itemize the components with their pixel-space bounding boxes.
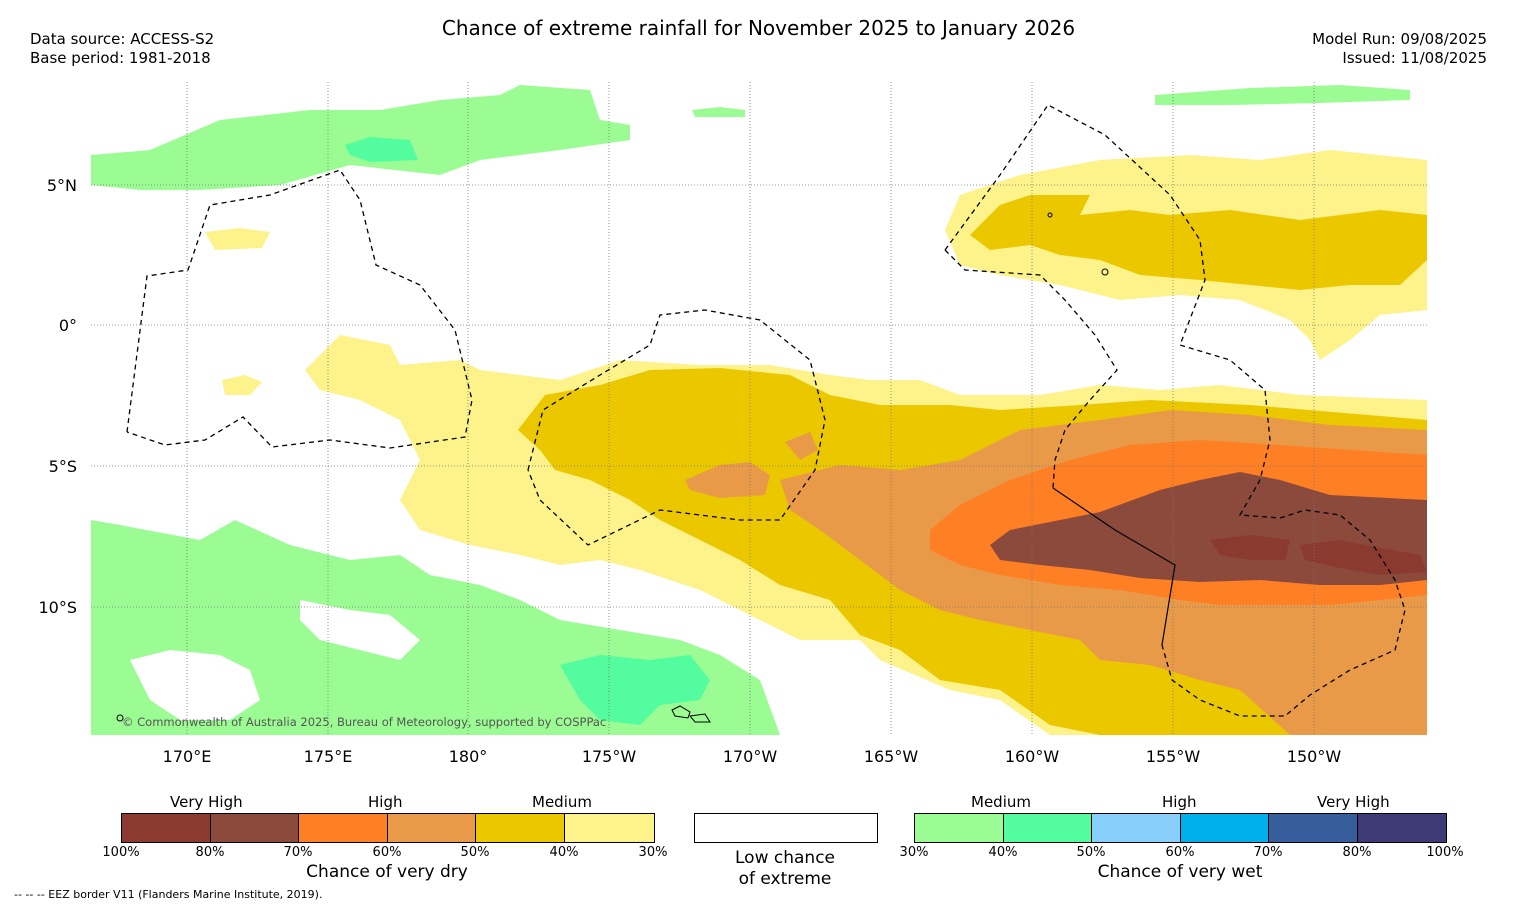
islands [116,212,1109,723]
dry-category-very-high: Very High [170,793,243,811]
lat-label-5s: 5°S [48,457,77,476]
lat-label-10s: 10°S [38,598,77,617]
lon-label-175w: 175°W [581,747,637,766]
dry-medium-region-small [205,228,270,250]
metadata-right: Model Run: 09/08/2025 Issued: 11/08/2025 [1312,30,1487,68]
lon-label-170e: 170°E [162,747,212,766]
wet-tick: 80% [1342,845,1372,860]
dry-tan-region-small [685,462,770,498]
lon-label-155w: 155°W [1145,747,1201,766]
base-period-text: Base period: 1981-2018 [30,49,211,67]
graticule [91,82,1427,735]
eez-border [944,249,1118,489]
wet-region-north-core [345,137,418,162]
dry-tick: 100% [102,845,140,860]
dry-tick: 80% [195,845,225,860]
low-caption-line1: Low chance [735,848,835,868]
model-run-text: Model Run: 09/08/2025 [1312,30,1487,48]
low-caption: Low chance of extreme [694,848,876,890]
dry-tick: 40% [549,845,579,860]
issued-text: Issued: 11/08/2025 [1342,49,1487,67]
wet-swatch [1004,814,1092,842]
lat-label-0: 0° [58,316,77,335]
wet-region-small [692,107,745,117]
dry-tick: 30% [638,845,668,860]
dry-darkest-region [1210,535,1290,560]
dry-swatch [122,814,211,842]
copyright-notice: © Commonwealth of Australia 2025, Bureau… [122,715,607,729]
dry-darkest-region [1300,540,1427,575]
low-caption-line2: of extreme [738,869,832,889]
wet-region-ne [1155,85,1410,105]
metadata-left: Data source: ACCESS-S2 Base period: 1981… [30,30,214,68]
wet-tick: 50% [1076,845,1106,860]
low-colorbar [694,813,878,843]
island-outline [116,714,124,722]
wet-colorbar [914,813,1447,843]
low-swatch [695,814,877,842]
eez-footnote: -- -- -- EEZ border V11 (Flanders Marine… [14,888,323,901]
wet-swatch [1269,814,1358,842]
wet-swatch [1092,814,1181,842]
dry-swatch [565,814,654,842]
dry-category-high: High [368,793,403,811]
lon-label-160w: 160°W [1004,747,1060,766]
island-outline [1101,268,1109,276]
dry-swatch [388,814,476,842]
island-outline [689,713,711,723]
dry-medium-region-small [222,375,262,395]
wet-swatch [1358,814,1446,842]
dry-tick: 60% [372,845,402,860]
map-title: Chance of extreme rainfall for November … [441,16,1076,40]
data-source-text: Data source: ACCESS-S2 [30,30,215,48]
wet-tick: 70% [1253,845,1283,860]
lat-label-5n: 5°N [46,176,77,195]
wet-region-south-core [560,655,710,725]
dry-swatch [299,814,388,842]
lon-label-165w: 165°W [863,747,919,766]
wet-tick: 100% [1426,845,1464,860]
eez-border [527,309,826,546]
dry-category-medium: Medium [532,793,592,811]
eez-border [126,169,473,449]
dry-caption: Chance of very dry [306,862,468,882]
wet-swatch [1181,814,1269,842]
lon-label-150w: 150°W [1286,747,1342,766]
wet-tick: 30% [899,845,929,860]
wet-swatch [915,814,1004,842]
lon-label-170w: 170°W [722,747,778,766]
dry-swatch [211,814,299,842]
map-field [91,85,1427,735]
dry-gold-region-north [970,195,1427,290]
low-chance-patch [300,600,420,660]
low-chance-patch [130,650,260,720]
wet-tick: 60% [1165,845,1195,860]
dry-tan-region-small [785,432,818,460]
wet-region-north [91,85,630,190]
wet-category-medium: Medium [971,793,1031,811]
lon-label-180: 180° [448,747,488,766]
eez-solid-borders [1052,487,1176,646]
eez-borders [126,104,1406,717]
dry-swatch [476,814,565,842]
dry-colorbar [121,813,655,843]
dry-tick: 50% [460,845,490,860]
lon-label-175e: 175°E [303,747,353,766]
island-outline [1047,212,1053,218]
island-outline [671,705,691,719]
wet-category-high: High [1162,793,1197,811]
dry-tick: 70% [283,845,313,860]
wet-category-very-high: Very High [1317,793,1390,811]
wet-tick: 40% [988,845,1018,860]
wet-caption: Chance of very wet [1097,862,1263,882]
